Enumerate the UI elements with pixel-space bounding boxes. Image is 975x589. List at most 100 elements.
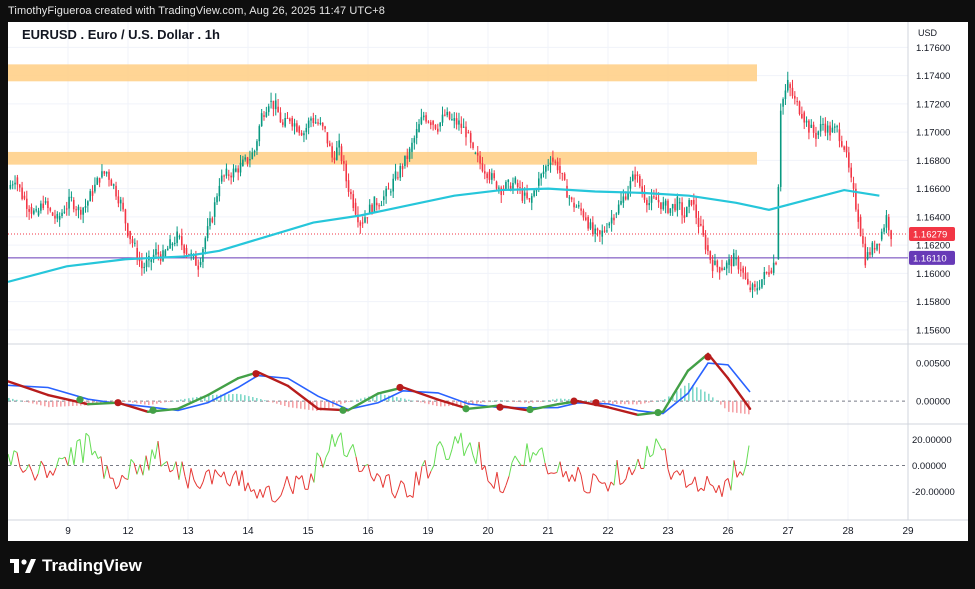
macd-cross-dot	[339, 406, 347, 414]
candle-body	[326, 132, 329, 144]
candle-body	[509, 185, 512, 191]
macd-histogram-bar	[204, 395, 206, 402]
candle-body	[375, 202, 378, 206]
oscillator-line-segment	[718, 485, 723, 497]
candle-body	[80, 209, 82, 215]
candle-body	[493, 173, 495, 179]
macd-histogram-bar	[612, 401, 614, 404]
candle-body	[420, 117, 423, 125]
macd-histogram-bar	[432, 401, 434, 406]
candle-body	[42, 203, 45, 209]
resistance-zone	[8, 64, 757, 82]
macd-histogram-bar	[124, 401, 126, 402]
oscillator-line-segment	[712, 485, 717, 494]
candle-body	[279, 112, 282, 123]
candle-body	[267, 106, 270, 113]
oscillator-line-segment	[517, 460, 522, 466]
oscillator-line-segment	[448, 449, 453, 460]
candle-body	[629, 180, 632, 189]
oscillator-line-segment	[535, 449, 540, 456]
candle-body	[352, 194, 355, 208]
macd-histogram-bar	[716, 401, 718, 402]
oscillator-line-segment	[172, 461, 177, 471]
time-tick-label: 26	[722, 526, 734, 537]
macd-histogram-bar	[128, 401, 130, 403]
oscillator-line-segment	[274, 498, 279, 503]
level-line-badge-bg	[909, 250, 955, 265]
oscillator-line-segment	[256, 488, 261, 499]
oscillator-line-segment	[706, 475, 711, 485]
macd-histogram-bar	[568, 399, 570, 402]
candle-body	[162, 250, 164, 261]
tradingview-logo[interactable]: TradingView	[10, 556, 142, 576]
candle-body	[173, 242, 176, 244]
oscillator-line-segment	[589, 473, 594, 493]
oscillator-line-segment	[121, 474, 126, 479]
candle-body	[314, 122, 317, 124]
candle-body	[674, 204, 676, 211]
candle-body	[697, 217, 700, 227]
candle-body	[549, 162, 552, 165]
candle-body	[483, 171, 486, 174]
macd-histogram-bar	[548, 400, 550, 402]
macd-line-segment	[176, 393, 210, 410]
price-tick-label: 1.15600	[916, 325, 950, 336]
macd-histogram-bar	[168, 401, 170, 402]
candle-body	[808, 120, 810, 133]
oscillator-line-segment	[604, 482, 609, 492]
oscillator-line-segment	[223, 471, 228, 484]
candle-body	[601, 230, 604, 237]
oscillator-line-segment	[118, 475, 123, 486]
candle-body	[171, 243, 174, 246]
candle-body	[491, 173, 493, 180]
candle-body	[495, 181, 498, 189]
macd-histogram-bar	[704, 391, 706, 402]
candle-body	[709, 251, 712, 261]
candle-body	[284, 117, 286, 127]
macd-histogram-bar	[184, 398, 186, 402]
oscillator-line-segment	[379, 476, 384, 488]
candle-body	[199, 261, 202, 265]
candle-body	[592, 222, 594, 235]
candle-body	[791, 87, 794, 96]
oscillator-line-segment	[691, 476, 696, 484]
candle-body	[700, 223, 702, 226]
candle-body	[624, 196, 627, 200]
macd-histogram-bar	[344, 401, 346, 404]
oscillator-line-segment	[298, 475, 303, 480]
candle-body	[209, 218, 211, 227]
candle-body	[876, 243, 878, 250]
macd-line-segment	[466, 404, 500, 410]
candle-body	[11, 184, 14, 186]
time-tick-label: 23	[662, 526, 674, 537]
macd-histogram-bar	[152, 401, 154, 405]
oscillator-line-segment	[637, 458, 642, 469]
chart-area[interactable]: 1.17600 1.17400 1.17200 1.17000 1.16800 1.166…	[8, 22, 968, 541]
candle-body	[516, 183, 519, 188]
candle-body	[350, 191, 352, 195]
candle-body	[693, 199, 695, 205]
chart-svg[interactable]: 1.17600 1.17400 1.17200 1.17000 1.16800 1.166…	[8, 22, 968, 541]
candle-body	[458, 120, 460, 125]
candle-body	[857, 209, 860, 222]
oscillator-line-segment	[115, 485, 120, 490]
oscillator-line-segment	[184, 476, 189, 489]
macd-histogram-bar	[476, 401, 478, 404]
candle-body	[249, 159, 251, 161]
oscillator-line-segment	[130, 459, 135, 464]
macd-histogram-bar	[44, 401, 46, 407]
oscillator-line-segment	[154, 441, 159, 460]
macd-histogram-bar	[436, 401, 438, 407]
macd-histogram-bar	[52, 401, 54, 407]
price-tick-label: 1.16000	[916, 269, 950, 280]
oscillator-line-segment	[364, 464, 369, 467]
oscillator-line-segment	[70, 447, 75, 466]
oscillator-line-segment	[715, 485, 720, 494]
oscillator-line-segment	[676, 470, 681, 476]
oscillator-line-segment	[442, 447, 447, 460]
candle-body	[246, 157, 249, 164]
oscillator-line-segment	[490, 483, 495, 489]
candle-body	[61, 212, 63, 217]
candle-body	[101, 171, 103, 178]
macd-histogram-bar	[232, 394, 234, 402]
